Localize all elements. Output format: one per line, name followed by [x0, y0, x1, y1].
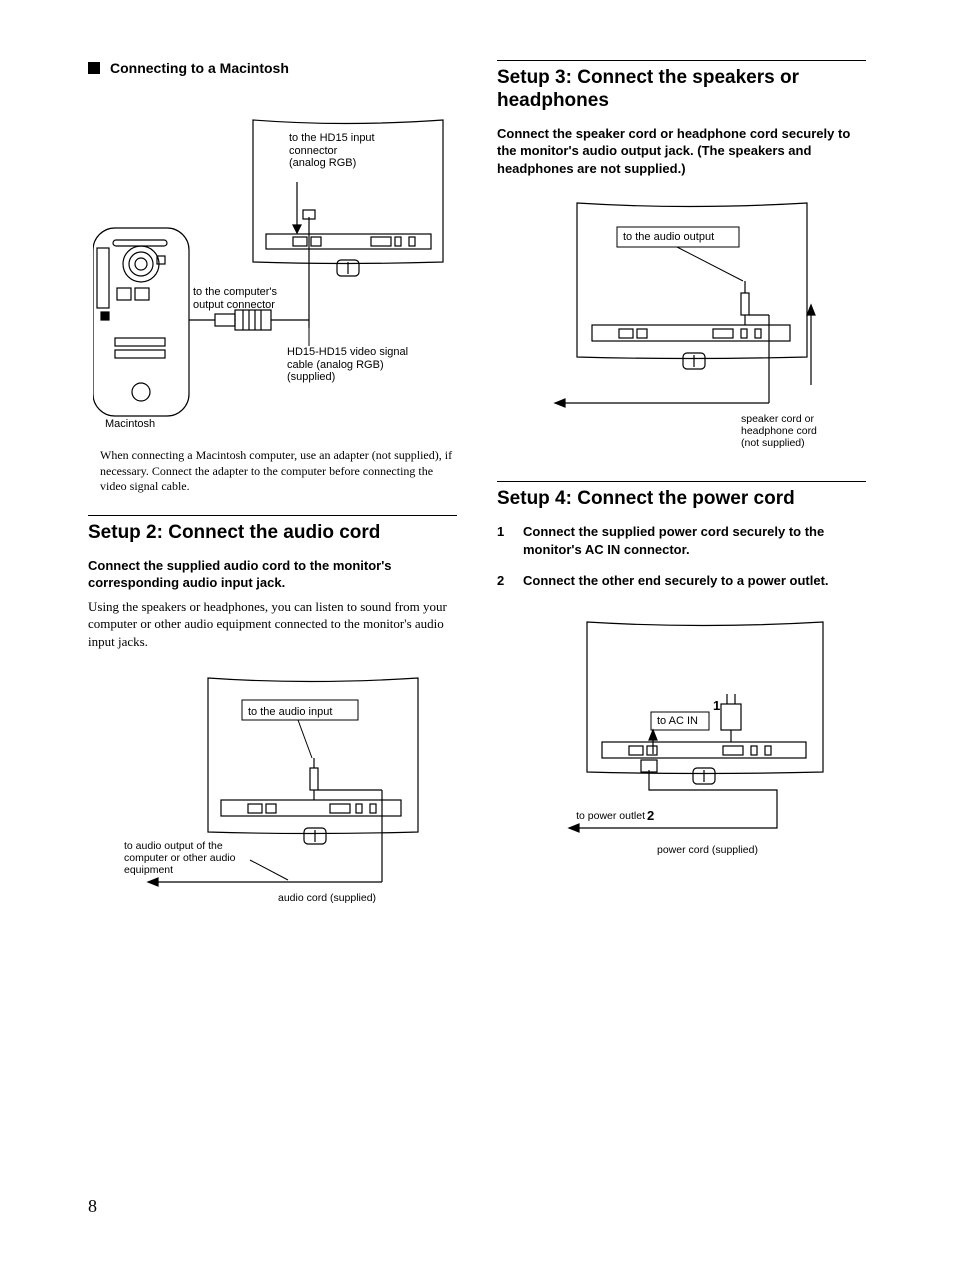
label-video-cable: HD15-HD15 video signal cable (analog RGB…	[287, 346, 437, 384]
macintosh-heading: Connecting to a Macintosh	[88, 60, 457, 76]
setup4-title: Setup 4: Connect the power cord	[497, 488, 866, 511]
setup4-diagram: 1 to AC IN 2 to power outlet power cord …	[497, 604, 866, 894]
setup2-bold: Connect the supplied audio cord to the m…	[88, 557, 457, 592]
label-output-connector: to the computer's output connector	[193, 286, 313, 311]
setup2-diagram: to the audio input to audio output of th…	[88, 660, 457, 920]
label-acin: to AC IN	[657, 715, 711, 728]
label-audio-output-src: to audio output of the computer or other…	[124, 840, 254, 876]
square-bullet-icon	[88, 62, 100, 74]
setup2-title: Setup 2: Connect the audio cord	[88, 522, 457, 545]
label-speaker-cord: speaker cord or headphone cord (not supp…	[741, 413, 847, 449]
macintosh-diagram: to the HD15 input connector (analog RGB)…	[88, 92, 457, 432]
page-number: 8	[88, 1196, 866, 1217]
label-audio-output: to the audio output	[623, 231, 743, 244]
diagram-step1-num: 1	[713, 698, 720, 713]
diagram-step2-num: 2	[647, 808, 654, 823]
setup3-bold: Connect the speaker cord or headphone co…	[497, 125, 866, 178]
label-audio-input: to the audio input	[248, 706, 368, 719]
setup2-body: Using the speakers or headphones, you ca…	[88, 598, 457, 651]
setup4-step1: 1 Connect the supplied power cord secure…	[497, 523, 866, 558]
macintosh-heading-text: Connecting to a Macintosh	[110, 60, 289, 76]
setup3-title: Setup 3: Connect the speakers or headpho…	[497, 67, 866, 113]
label-power-outlet: to power outlet	[555, 810, 645, 822]
label-power-cord: power cord (supplied)	[657, 844, 817, 856]
setup3-diagram: to the audio output speaker cord or head…	[497, 185, 866, 465]
label-audio-cord: audio cord (supplied)	[278, 892, 428, 904]
label-hd15: to the HD15 input connector (analog RGB)	[289, 132, 419, 170]
setup4-step2: 2 Connect the other end securely to a po…	[497, 572, 866, 590]
setup4-step2-text: Connect the other end securely to a powe…	[523, 572, 829, 590]
label-macintosh: Macintosh	[105, 418, 205, 431]
setup4-step1-text: Connect the supplied power cord securely…	[523, 523, 866, 558]
macintosh-note: When connecting a Macintosh computer, us…	[100, 448, 457, 495]
